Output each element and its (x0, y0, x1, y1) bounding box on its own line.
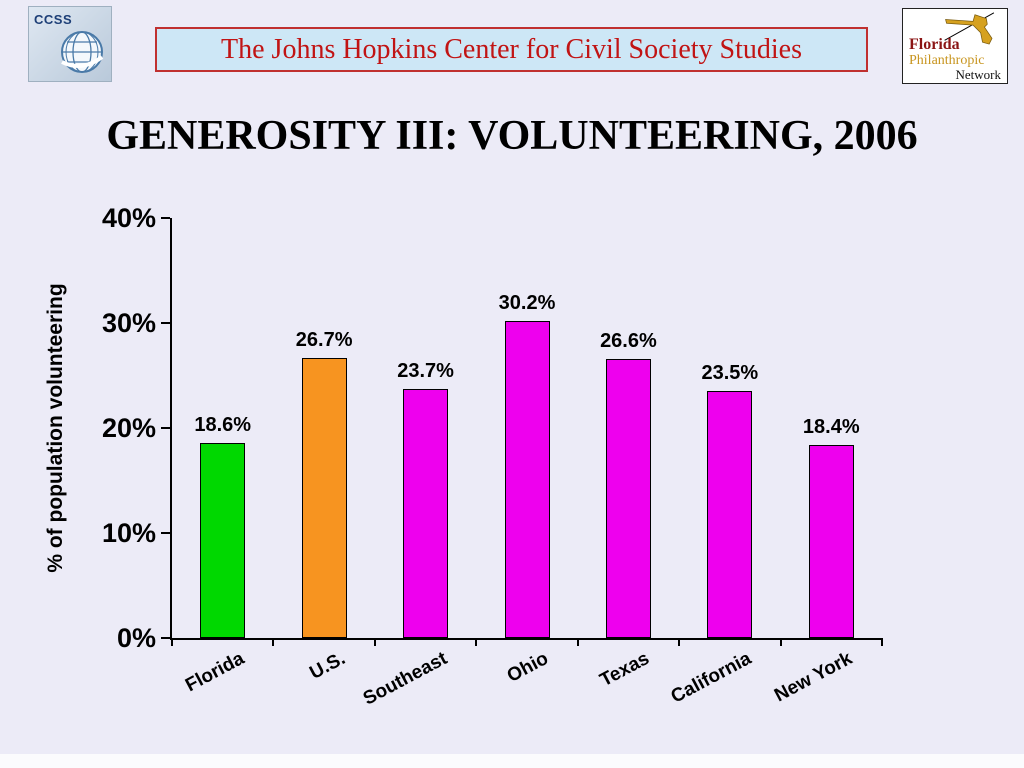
bar-california (707, 391, 753, 638)
bar-florida (200, 442, 246, 638)
ccss-logo: CCSS (28, 6, 112, 82)
y-axis-tick-label: 40% (101, 203, 156, 233)
y-axis-title: % of population volunteering (44, 283, 67, 573)
bar-value-label-ohio: 30.2% (498, 291, 556, 314)
bar-value-label-florida: 18.6% (194, 413, 252, 436)
bar-value-label-new-york: 18.4% (802, 415, 860, 438)
x-axis-tick (171, 638, 173, 646)
y-axis-tick-label: 30% (101, 308, 156, 338)
slide-title: GENEROSITY III: VOLUNTEERING, 2006 (106, 113, 918, 159)
bar-chart-plot-area: 0% 10% 20% 30% 40% 18.6% Florida 26.7% U.S. 23.7%… (102, 203, 883, 710)
x-axis-tick (373, 638, 376, 646)
x-axis-tick (272, 638, 275, 646)
x-axis-tick (779, 638, 782, 646)
bar-value-label-southeast: 23.7% (397, 360, 454, 383)
bar-value-label-u-s: 26.7% (295, 328, 353, 351)
fpn-logo: Florida Philanthropic Network (902, 8, 1008, 84)
header-banner-title: The Johns Hopkins Center for Civil Socie… (221, 33, 802, 65)
fpn-logo-line2: Philanthropic (909, 53, 985, 68)
x-axis-tick (576, 638, 579, 646)
x-axis-tick (475, 638, 478, 646)
x-axis-tick (881, 638, 883, 646)
bar-u-s (301, 357, 347, 638)
bar-new-york (808, 444, 854, 638)
y-axis-tick-label: 0% (116, 623, 156, 653)
y-axis-tick (161, 322, 170, 324)
y-axis-tick-label: 20% (101, 413, 156, 443)
bar-texas (605, 358, 651, 638)
y-axis-tick (161, 637, 170, 639)
florida-state-icon (944, 12, 995, 45)
bar-southeast (403, 389, 449, 638)
globe-icon (61, 31, 104, 73)
fpn-logo-line3: Network (955, 67, 1002, 82)
fpn-logo-line1: Florida (909, 36, 960, 53)
bottom-strip (0, 754, 1024, 768)
bar-ohio (504, 320, 550, 638)
x-axis-tick (678, 638, 681, 646)
y-axis-tick (161, 427, 170, 429)
bar-value-label-texas: 26.6% (600, 329, 657, 352)
y-axis-tick (161, 217, 170, 219)
y-axis-tick (161, 532, 170, 534)
y-axis-tick-label: 10% (101, 518, 156, 548)
ccss-logo-text: CCSS (34, 12, 73, 27)
bar-value-label-california: 23.5% (701, 362, 759, 385)
header-banner: The Johns Hopkins Center for Civil Socie… (155, 27, 868, 72)
